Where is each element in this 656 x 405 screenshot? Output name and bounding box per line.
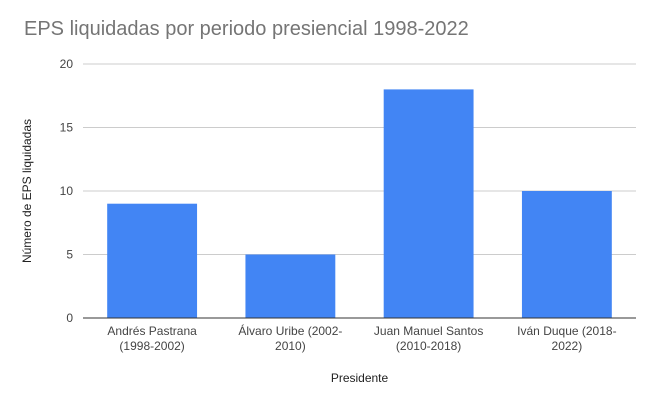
x-tick-label: 2022) (552, 339, 583, 353)
y-tick-label: 10 (60, 184, 74, 198)
chart-title: EPS liquidadas por periodo presiencial 1… (24, 18, 469, 40)
x-tick-label: Andrés Pastrana (107, 324, 197, 338)
y-axis-title: Número de EPS liquidadas (20, 119, 34, 263)
y-tick-label: 15 (60, 121, 74, 135)
bar (521, 191, 612, 318)
y-tick-label: 5 (66, 248, 73, 262)
y-tick-label: 0 (66, 311, 73, 325)
x-tick-label: 2010) (275, 339, 306, 353)
bar (383, 89, 474, 319)
x-axis-title: Presidente (331, 371, 389, 385)
bar (107, 203, 198, 318)
bar (245, 254, 336, 318)
x-tick-label: Iván Duque (2018- (517, 324, 616, 338)
x-tick-label: (2010-2018) (396, 339, 461, 353)
x-tick-label: (1998-2002) (119, 339, 184, 353)
x-tick-label: Álvaro Uribe (2002- (238, 323, 342, 338)
x-tick-label: Juan Manuel Santos (374, 324, 483, 338)
y-tick-label: 20 (60, 57, 74, 71)
